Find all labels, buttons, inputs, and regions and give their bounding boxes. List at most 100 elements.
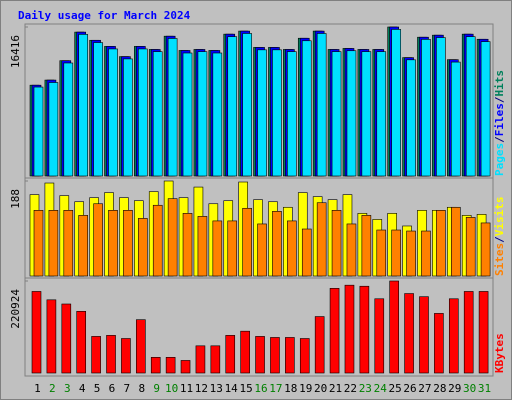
bar bbox=[195, 345, 206, 374]
bar bbox=[465, 36, 476, 177]
bar bbox=[167, 38, 178, 177]
bar bbox=[329, 288, 340, 374]
bar bbox=[182, 213, 193, 277]
bar bbox=[434, 313, 444, 374]
bar bbox=[197, 51, 208, 177]
legend-entry: Files bbox=[493, 103, 506, 136]
x-tick-label: 5 bbox=[94, 382, 101, 395]
bar bbox=[91, 336, 101, 374]
bar bbox=[165, 357, 176, 374]
bar bbox=[197, 216, 208, 277]
bar bbox=[419, 296, 429, 374]
bar bbox=[331, 210, 342, 277]
bar bbox=[152, 204, 163, 277]
bar bbox=[180, 360, 191, 374]
x-tick-label: 18 bbox=[284, 382, 297, 395]
bar bbox=[123, 210, 133, 277]
x-tick-label: 9 bbox=[153, 382, 160, 395]
bar bbox=[404, 293, 414, 374]
x-tick-label: 28 bbox=[433, 382, 446, 395]
legend-separator: / bbox=[493, 96, 506, 103]
x-tick-label: 12 bbox=[195, 382, 208, 395]
bar bbox=[316, 33, 327, 177]
legend-entry: Sites bbox=[493, 243, 506, 276]
bar bbox=[448, 298, 459, 374]
bar bbox=[182, 52, 193, 177]
bar bbox=[33, 86, 44, 177]
y-tick-label: 16416 bbox=[9, 35, 22, 68]
x-tick-label: 24 bbox=[374, 382, 388, 395]
bar bbox=[406, 59, 416, 177]
bar bbox=[78, 34, 89, 177]
y-tick-label: 188 bbox=[9, 189, 22, 209]
bar bbox=[480, 41, 491, 177]
bar bbox=[33, 210, 44, 277]
bar bbox=[421, 39, 431, 177]
bar bbox=[167, 198, 178, 277]
bar bbox=[272, 211, 282, 277]
x-tick-label: 14 bbox=[225, 382, 239, 395]
x-tick-label: 22 bbox=[344, 382, 357, 395]
x-tick-label: 20 bbox=[314, 382, 327, 395]
bar bbox=[121, 338, 131, 374]
bar bbox=[138, 218, 148, 277]
bar bbox=[465, 217, 476, 277]
x-tick-label: 6 bbox=[109, 382, 116, 395]
x-tick-label: 31 bbox=[478, 382, 491, 395]
bar bbox=[61, 303, 72, 374]
bar bbox=[391, 229, 401, 277]
x-tick-label: 19 bbox=[299, 382, 312, 395]
x-tick-label: 2 bbox=[49, 382, 56, 395]
bar bbox=[225, 335, 236, 374]
x-tick-label: 1 bbox=[34, 382, 41, 395]
x-tick-label: 16 bbox=[254, 382, 267, 395]
bar bbox=[391, 29, 401, 177]
bar bbox=[48, 82, 59, 177]
bar bbox=[227, 36, 238, 177]
bar bbox=[436, 37, 446, 177]
bar bbox=[31, 291, 42, 374]
bar bbox=[212, 52, 223, 177]
bar bbox=[257, 49, 267, 177]
x-tick-label: 23 bbox=[359, 382, 372, 395]
bar bbox=[123, 58, 133, 177]
x-tick-label: 29 bbox=[448, 382, 461, 395]
legend-entry: Pages bbox=[493, 143, 506, 176]
bar bbox=[63, 210, 74, 277]
bar bbox=[240, 330, 250, 374]
x-tick-label: 3 bbox=[64, 382, 71, 395]
legend: Pages/Files/Hits bbox=[493, 70, 506, 176]
bar bbox=[389, 280, 399, 374]
legend-entry: Visits bbox=[493, 197, 506, 237]
bar bbox=[242, 207, 252, 277]
bar bbox=[376, 51, 387, 177]
bar bbox=[150, 357, 161, 374]
bar bbox=[301, 228, 312, 277]
bar bbox=[270, 337, 280, 374]
x-tick-label: 11 bbox=[180, 382, 193, 395]
x-tick-label: 13 bbox=[210, 382, 223, 395]
x-tick-label: 17 bbox=[269, 382, 282, 395]
bar bbox=[46, 299, 57, 374]
x-tick-label: 8 bbox=[138, 382, 145, 395]
x-tick-label: 7 bbox=[124, 382, 131, 395]
bar bbox=[436, 210, 446, 277]
bar bbox=[136, 319, 146, 374]
bar bbox=[108, 210, 118, 277]
legend-entry: KBytes bbox=[493, 333, 506, 373]
bar bbox=[314, 316, 325, 374]
x-tick-label: 26 bbox=[403, 382, 416, 395]
bar bbox=[63, 62, 74, 177]
bar bbox=[331, 51, 342, 177]
x-tick-label: 10 bbox=[165, 382, 178, 395]
bar bbox=[299, 338, 310, 374]
bar bbox=[287, 51, 297, 177]
chart-title: Daily usage for March 2024 bbox=[18, 9, 191, 22]
bar bbox=[478, 291, 489, 374]
bar bbox=[242, 33, 252, 177]
bar bbox=[272, 49, 282, 177]
bar bbox=[316, 202, 327, 277]
legend: Sites/Visits bbox=[493, 197, 506, 277]
legend-entry: Hits bbox=[493, 70, 506, 97]
bar bbox=[212, 220, 223, 277]
